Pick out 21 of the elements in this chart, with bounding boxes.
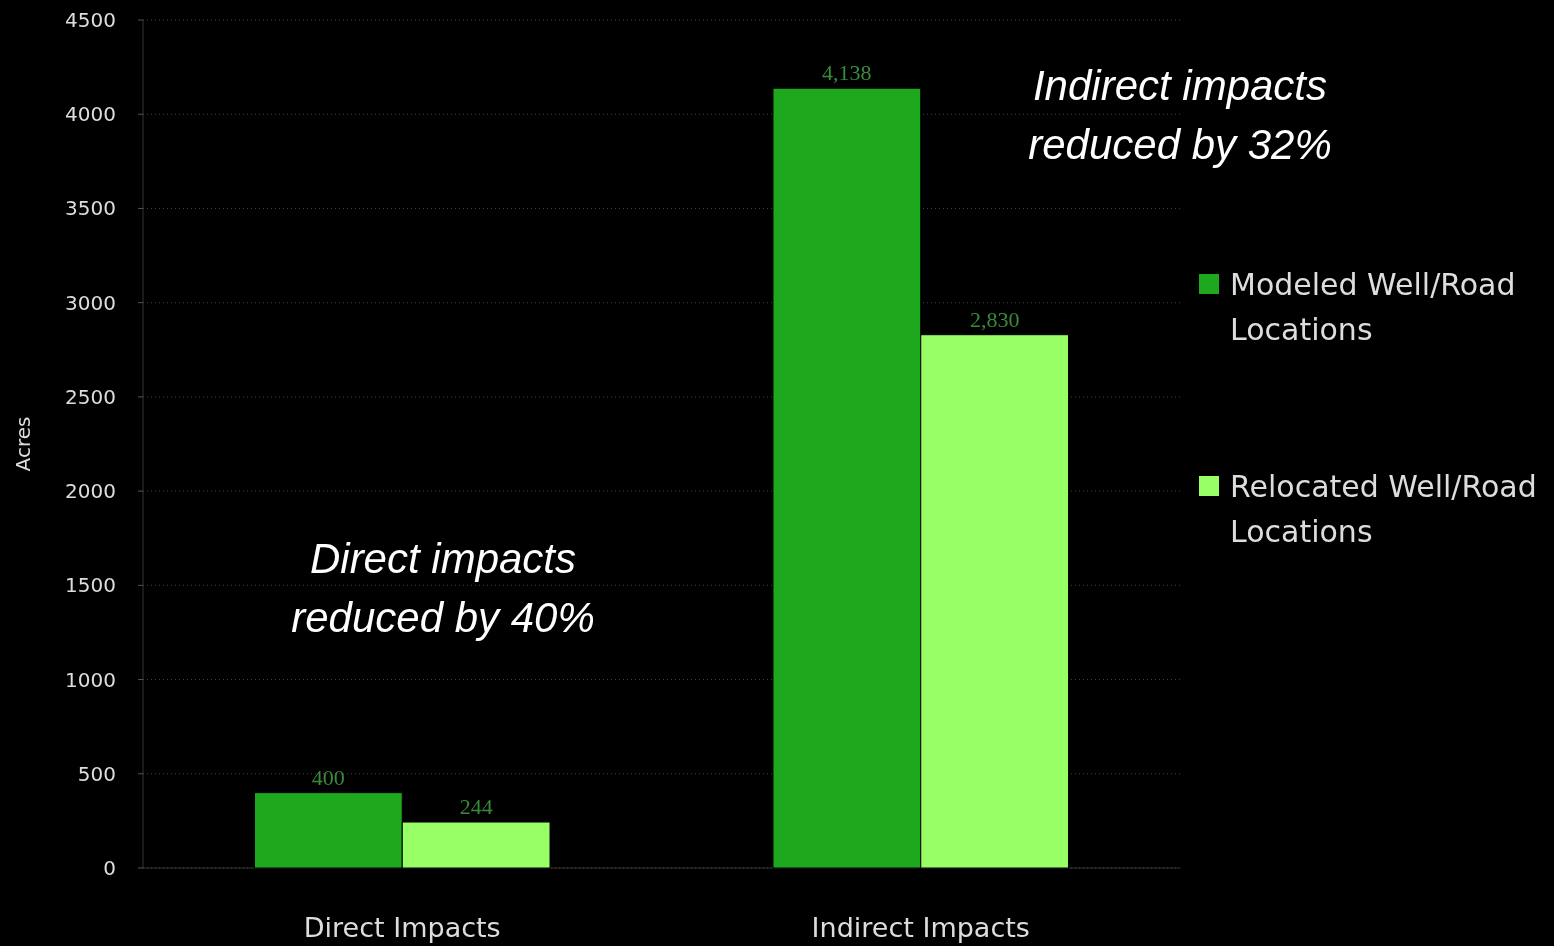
y-axis-title: Acres (11, 416, 35, 472)
y-tick-label: 4000 (65, 102, 116, 127)
y-tick-label: 3500 (65, 196, 116, 221)
x-tick-label: Direct Impacts (303, 912, 501, 943)
y-tick-label: 1000 (65, 667, 116, 692)
annotation: Indirect impacts reduced by 32% (1028, 61, 1332, 168)
data-label: 244 (459, 794, 493, 820)
y-tick-label: 4500 (65, 8, 116, 32)
y-tick-label: 2000 (65, 479, 116, 504)
y-tick-label: 500 (77, 761, 116, 786)
x-tick-label: Indirect Impacts (811, 912, 1030, 943)
data-label: 2,830 (969, 306, 1020, 332)
y-tick-label: 2500 (65, 384, 116, 409)
data-label: 4,138 (822, 60, 872, 86)
y-tick-label: 1500 (65, 573, 116, 598)
legend-label: Relocated Well/Road Locations (1230, 468, 1537, 549)
annotation: Direct impacts reduced by 40% (291, 534, 595, 641)
y-tick-label: 3000 (65, 290, 116, 315)
y-tick-label: 0 (103, 856, 116, 880)
legend-label: Modeled Well/Road Locations (1230, 266, 1516, 347)
data-label: 400 (311, 764, 345, 790)
